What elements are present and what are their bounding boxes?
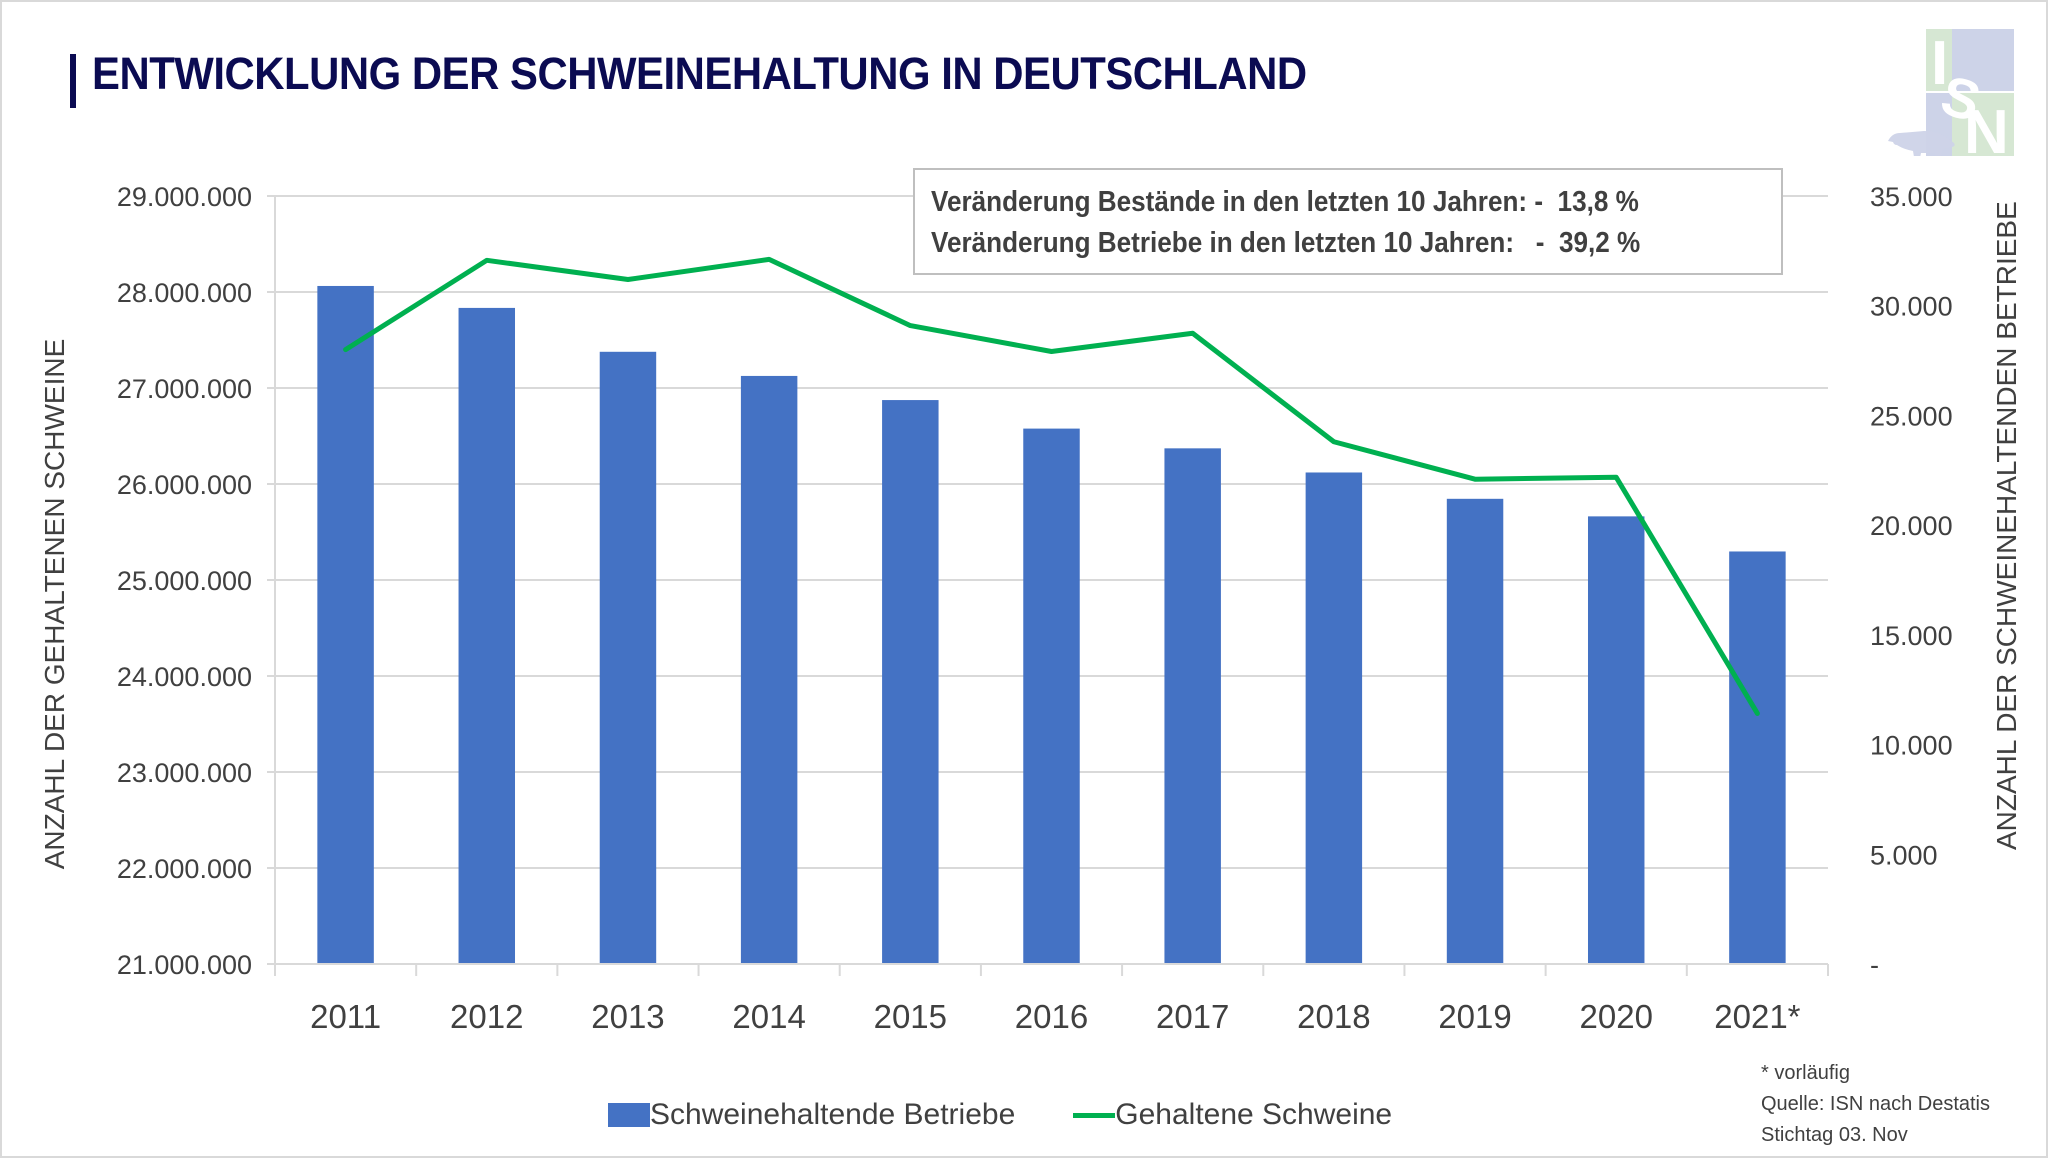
isn-logo: I S N [1888, 29, 2014, 156]
bar [1587, 516, 1645, 964]
pig-icon [1888, 131, 1955, 156]
legend-label-line: Gehaltene Schweine [1115, 1098, 1393, 1131]
bar [1023, 428, 1080, 964]
legend-item-line[interactable]: Gehaltene Schweine [1073, 1098, 1392, 1132]
bar-series [317, 285, 1786, 965]
legend-item-bars[interactable]: Schweinehaltende Betriebe [608, 1098, 1015, 1132]
bar [599, 351, 657, 964]
footnote-provisional: * vorläufig [1761, 1062, 1850, 1084]
y-right-tick-label: 20.000 [1870, 511, 1953, 541]
y-left-tick-label: 29.000.000 [117, 182, 252, 212]
legend: Schweinehaltende Betriebe Gehaltene Schw… [608, 1098, 1392, 1132]
axes [267, 196, 1829, 976]
y-right-tick-label: 10.000 [1870, 731, 1953, 761]
bar [882, 400, 939, 964]
bar [1446, 498, 1504, 964]
bar [1729, 551, 1786, 964]
logo-letter-i: I [1931, 29, 1948, 98]
x-tick-label: 2018 [1297, 998, 1370, 1035]
x-tick-label: 2015 [874, 998, 947, 1035]
legend-label-bars: Schweinehaltende Betriebe [650, 1098, 1016, 1131]
footnote: * vorläufig Quelle: ISN nach Destatis St… [1761, 1058, 1990, 1151]
logo-tile-green-br [1952, 93, 2014, 156]
x-tick-label: 2012 [450, 998, 523, 1035]
line-series [343, 256, 1760, 716]
logo-tile-blue-tr [1952, 29, 2014, 91]
x-tick-label: 2019 [1438, 998, 1511, 1035]
legend-swatch-bar [608, 1103, 650, 1127]
logo-letter-n: N [1964, 98, 2009, 156]
y-right-tick-label: 25.000 [1870, 401, 1953, 431]
chart-title: ENTWICKLUNG DER SCHWEINEHALTUNG IN DEUTS… [92, 48, 1307, 99]
bar [1305, 472, 1363, 964]
x-tick-label: 2014 [732, 998, 805, 1035]
bar [317, 285, 374, 965]
footnote-source: Quelle: ISN nach Destatis [1761, 1093, 1990, 1115]
y-right-tick-label: - [1870, 950, 1879, 980]
x-tick-label: 2020 [1580, 998, 1653, 1035]
y-right-tick-label: 5.000 [1870, 840, 1938, 870]
footnote-reference-date: Stichtag 03. Nov [1761, 1124, 1908, 1146]
x-tick-label: 2011 [310, 998, 381, 1035]
title-accent-bar [70, 54, 76, 108]
y-left-tick-label: 25.000.000 [117, 566, 252, 596]
x-tick-label: 2021* [1714, 998, 1800, 1035]
y-left-tick-label: 22.000.000 [117, 854, 252, 884]
y-right-tick-label: 15.000 [1870, 621, 1953, 651]
y-left-tick-label: 27.000.000 [117, 374, 252, 404]
x-tick-label: 2017 [1156, 998, 1229, 1035]
y-right-tick-label: 30.000 [1870, 292, 1953, 322]
change-summary-box: Veränderung Bestände in den letzten 10 J… [913, 168, 1783, 275]
y-right-axis-title: ANZAHL DER SCHWEINEHALTENDEN BETRIEBE [1991, 201, 2022, 850]
change-farms-line: Veränderung Betriebe in den letzten 10 J… [931, 227, 1641, 259]
y-right-tick-label: 35.000 [1870, 182, 1953, 212]
x-tick-label: 2016 [1015, 998, 1088, 1035]
x-tick-label: 2013 [591, 998, 664, 1035]
bar [1164, 448, 1221, 964]
legend-swatch-line [1073, 1112, 1116, 1118]
y-left-tick-label: 26.000.000 [117, 470, 252, 500]
bar [740, 375, 798, 965]
bar [458, 307, 516, 964]
y-left-tick-label: 23.000.000 [117, 758, 252, 788]
y-left-tick-label: 24.000.000 [117, 662, 252, 692]
change-stock-line: Veränderung Bestände in den letzten 10 J… [931, 186, 1639, 218]
y-left-tick-label: 21.000.000 [117, 950, 252, 980]
y-left-axis-title: ANZAHL DER GEHALTENEN SCHWEINE [39, 338, 70, 870]
y-left-tick-label: 28.000.000 [117, 278, 252, 308]
tick-labels: 21.000.000 22.000.000 23.000.000 24.000.000… [117, 182, 1953, 1035]
